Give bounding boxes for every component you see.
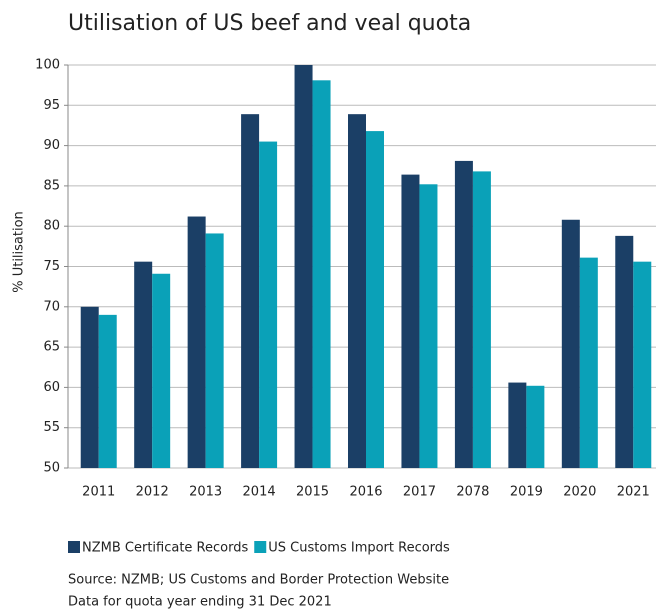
x-tick-label: 2021	[617, 485, 650, 500]
x-tick-label: 2013	[189, 485, 222, 500]
x-tick-label: 2020	[563, 485, 596, 500]
y-tick-label: 90	[43, 138, 60, 153]
bar	[241, 114, 260, 468]
bar	[454, 160, 473, 468]
x-tick-label: 2012	[136, 485, 169, 500]
data-note: Data for quota year ending 31 Dec 2021	[68, 595, 332, 610]
x-tick-label: 2014	[243, 485, 276, 500]
y-tick-label: 70	[43, 299, 60, 314]
bar	[294, 65, 313, 468]
x-tick-label: 2015	[296, 485, 329, 500]
y-tick-label: 80	[43, 219, 60, 234]
y-tick-label: 75	[43, 259, 60, 274]
bar	[526, 385, 545, 468]
chart-title: Utilisation of US beef and veal quota	[68, 11, 471, 36]
y-axis-label: % Utilisation	[12, 211, 27, 293]
bar	[98, 314, 117, 468]
bar	[259, 141, 278, 468]
legend-label: NZMB Certificate Records	[82, 541, 248, 556]
bar	[312, 80, 331, 469]
legend-swatch	[68, 541, 80, 553]
bar	[80, 306, 99, 468]
bar	[633, 261, 652, 468]
source-note: Source: NZMB; US Customs and Border Prot…	[68, 573, 449, 588]
x-tick-label: 2019	[510, 485, 543, 500]
bar	[366, 131, 384, 469]
y-tick-label: 55	[43, 420, 60, 435]
bar	[561, 219, 580, 468]
bar	[401, 174, 420, 468]
bar	[134, 261, 153, 468]
bar	[472, 171, 491, 468]
y-tick-label: 65	[43, 340, 60, 355]
bar	[508, 382, 527, 468]
x-tick-label: 2016	[349, 485, 382, 500]
legend-swatch	[254, 541, 267, 553]
bar	[187, 216, 206, 468]
bar	[419, 184, 438, 468]
x-tick-label: 2078	[456, 485, 489, 500]
x-tick-label: 2017	[403, 485, 436, 500]
x-tick-label: 2011	[82, 485, 115, 500]
bar	[615, 235, 634, 468]
legend-label: US Customs Import Records	[268, 541, 450, 556]
y-tick-label: 60	[43, 380, 60, 395]
y-tick-label: 100	[35, 58, 60, 73]
y-tick-label: 95	[43, 98, 60, 113]
bar	[579, 257, 598, 468]
bar	[348, 114, 366, 468]
bar	[152, 273, 171, 468]
bar	[205, 233, 224, 468]
y-tick-label: 50	[43, 461, 60, 476]
y-tick-label: 85	[43, 178, 60, 193]
